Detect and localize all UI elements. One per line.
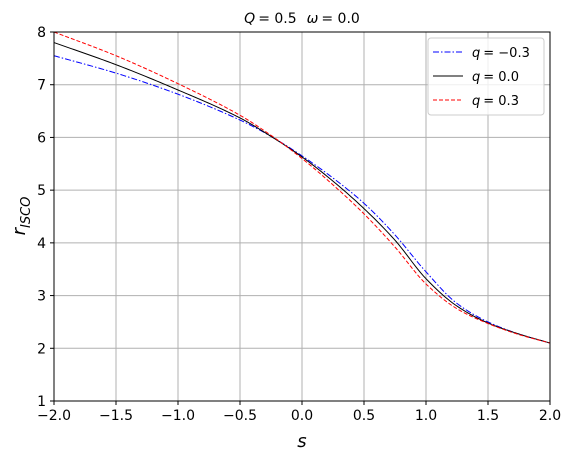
y-tick-label: 5 — [37, 183, 46, 199]
y-tick-label: 3 — [37, 289, 46, 305]
series-line-3 — [53, 31, 551, 344]
x-tick-label: −0.5 — [223, 408, 257, 424]
x-tick-label: 2.0 — [539, 408, 561, 424]
chart-title: Q = 0.5 ω = 0.0 — [244, 11, 360, 27]
axis-ticks: −2.0 −1.5 −1.0 −0.5 0.0 0.5 1.0 1.5 2.0 1 2 3 4 5 6 7 8 — [37, 25, 561, 424]
legend-label-2: q = 0.0 — [472, 70, 519, 85]
legend-box — [427, 37, 545, 116]
legend: q = −0.3 q = 0.0 q = 0.3 — [427, 37, 545, 116]
series-line-1 — [53, 55, 551, 344]
x-tick-label: −2.0 — [37, 408, 71, 424]
y-axis-label: rISCO — [9, 197, 34, 236]
legend-entries: q = −0.3 q = 0.0 q = 0.3 — [433, 46, 530, 109]
series-lines — [53, 31, 551, 344]
y-tick-label: 2 — [37, 341, 46, 357]
x-tick-label: 1.0 — [415, 408, 437, 424]
y-tick-label: 1 — [37, 394, 46, 410]
legend-label-1: q = −0.3 — [472, 46, 530, 61]
legend-label-3: q = 0.3 — [472, 94, 519, 109]
x-tick-label: 0.0 — [291, 408, 313, 424]
x-tick-label: 1.5 — [477, 408, 499, 424]
y-tick-label: 6 — [37, 130, 46, 146]
x-tick-label: 0.5 — [353, 408, 375, 424]
y-tick-label: 7 — [37, 78, 46, 94]
x-axis-label: s — [297, 431, 306, 452]
x-tick-label: −1.5 — [99, 408, 133, 424]
y-tick-label: 8 — [37, 25, 46, 41]
series-line-2 — [53, 42, 551, 344]
x-tick-label: −1.0 — [161, 408, 195, 424]
y-tick-label: 4 — [37, 236, 46, 252]
